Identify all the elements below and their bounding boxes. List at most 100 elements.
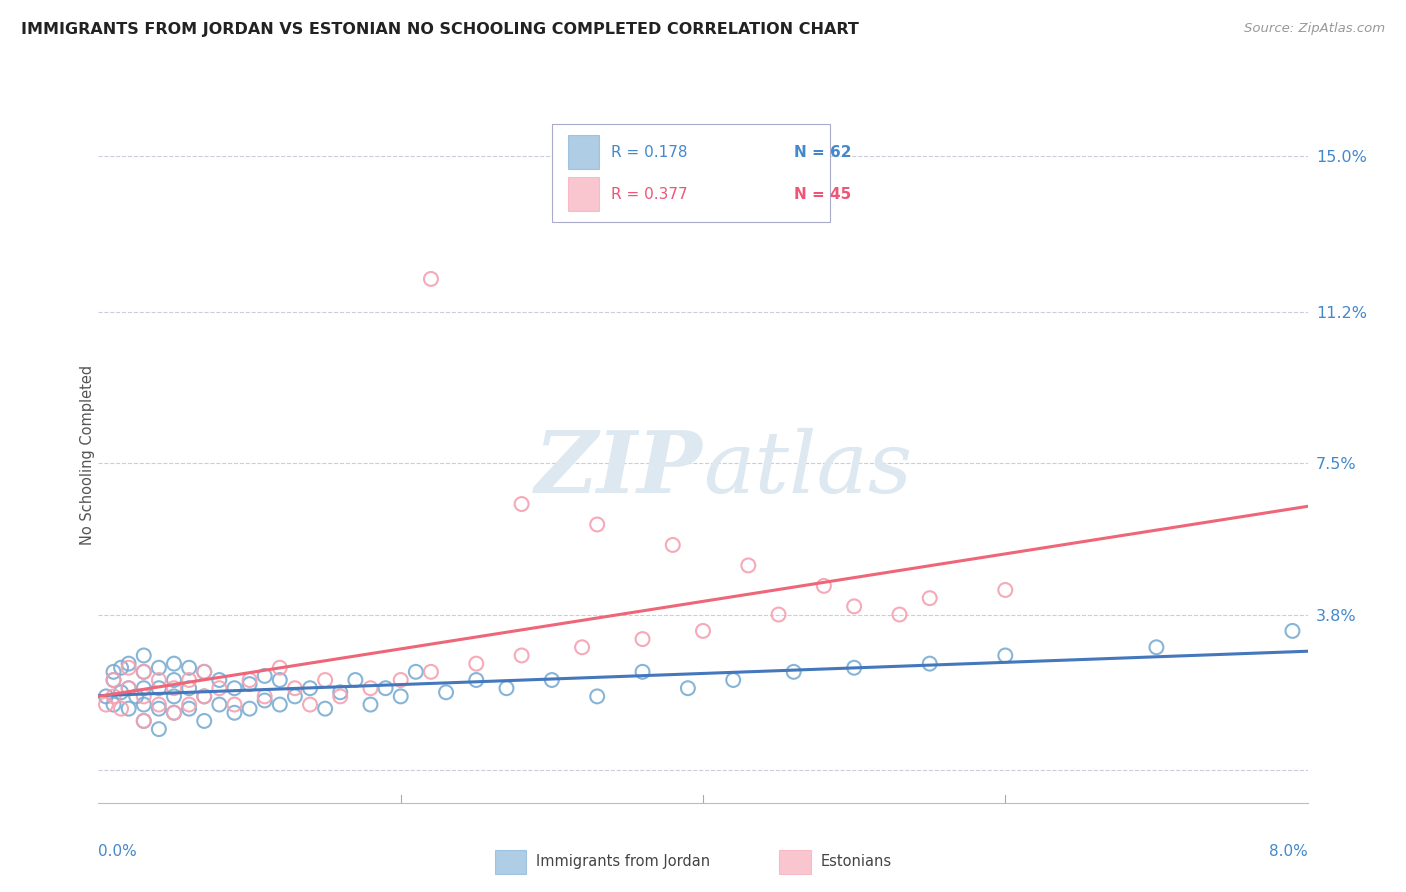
Point xyxy=(179,673,201,687)
Point xyxy=(783,665,806,679)
Point xyxy=(103,665,125,679)
Point xyxy=(193,690,215,704)
Text: 0.0%: 0.0% xyxy=(98,844,138,859)
Point xyxy=(586,517,609,532)
Point xyxy=(94,698,117,712)
Point xyxy=(813,579,835,593)
Point xyxy=(329,690,352,704)
Point xyxy=(94,690,117,704)
Point xyxy=(495,681,517,696)
Point xyxy=(918,591,941,606)
Point xyxy=(662,538,685,552)
Point xyxy=(179,661,201,675)
Point xyxy=(148,701,170,715)
FancyBboxPatch shape xyxy=(553,124,830,222)
Point xyxy=(132,714,155,728)
Point xyxy=(193,665,215,679)
Point xyxy=(344,673,367,687)
Point xyxy=(132,648,155,663)
Point xyxy=(631,632,654,646)
FancyBboxPatch shape xyxy=(568,136,599,169)
Point xyxy=(405,665,427,679)
Point xyxy=(118,681,141,696)
Point xyxy=(125,690,148,704)
Text: R = 0.377: R = 0.377 xyxy=(612,186,688,202)
Point xyxy=(179,681,201,696)
Point xyxy=(692,624,714,638)
Point xyxy=(389,673,412,687)
Point xyxy=(360,698,382,712)
Point xyxy=(208,698,231,712)
Text: atlas: atlas xyxy=(703,427,912,510)
Point xyxy=(148,722,170,736)
Point xyxy=(844,661,866,675)
Text: N = 45: N = 45 xyxy=(793,186,851,202)
Point xyxy=(329,685,352,699)
Point xyxy=(118,701,141,715)
Point xyxy=(132,665,155,679)
Point xyxy=(284,681,307,696)
Point xyxy=(420,272,443,286)
Point xyxy=(586,690,609,704)
Point xyxy=(148,661,170,675)
Point xyxy=(163,681,186,696)
Point xyxy=(465,657,488,671)
Point xyxy=(768,607,790,622)
Point xyxy=(163,690,186,704)
Point xyxy=(224,698,246,712)
Point xyxy=(103,673,125,687)
Point xyxy=(239,677,262,691)
Y-axis label: No Schooling Completed: No Schooling Completed xyxy=(80,365,94,545)
Point xyxy=(631,665,654,679)
Point xyxy=(148,673,170,687)
Point xyxy=(253,693,276,707)
Point xyxy=(918,657,941,671)
Text: Immigrants from Jordan: Immigrants from Jordan xyxy=(536,855,710,870)
Text: ZIP: ZIP xyxy=(536,427,703,510)
Point xyxy=(737,558,759,573)
Point xyxy=(239,673,262,687)
Point xyxy=(179,698,201,712)
Point xyxy=(110,701,132,715)
Point xyxy=(1146,640,1168,655)
Point xyxy=(163,657,186,671)
Point xyxy=(110,661,132,675)
Point xyxy=(374,681,396,696)
Text: IMMIGRANTS FROM JORDAN VS ESTONIAN NO SCHOOLING COMPLETED CORRELATION CHART: IMMIGRANTS FROM JORDAN VS ESTONIAN NO SC… xyxy=(21,22,859,37)
Point xyxy=(314,701,336,715)
Point xyxy=(253,690,276,704)
Point xyxy=(253,669,276,683)
Point xyxy=(510,648,533,663)
Point xyxy=(163,706,186,720)
Text: N = 62: N = 62 xyxy=(793,145,851,160)
Point xyxy=(269,661,291,675)
Point xyxy=(299,698,322,712)
Point xyxy=(844,599,866,614)
Point xyxy=(284,690,307,704)
Point xyxy=(193,714,215,728)
Point xyxy=(118,661,141,675)
FancyBboxPatch shape xyxy=(495,850,526,874)
Point xyxy=(110,685,132,699)
Point xyxy=(360,681,382,696)
Point xyxy=(420,665,443,679)
Point xyxy=(132,665,155,679)
Point xyxy=(676,681,699,696)
Point xyxy=(132,681,155,696)
Point xyxy=(239,701,262,715)
Point xyxy=(103,673,125,687)
Point xyxy=(208,673,231,687)
Point xyxy=(224,681,246,696)
Text: Estonians: Estonians xyxy=(820,855,891,870)
FancyBboxPatch shape xyxy=(568,177,599,211)
Point xyxy=(510,497,533,511)
Point xyxy=(148,681,170,696)
Point xyxy=(1281,624,1303,638)
FancyBboxPatch shape xyxy=(779,850,811,874)
Point xyxy=(193,690,215,704)
Point xyxy=(994,582,1017,597)
Point xyxy=(118,681,141,696)
Text: R = 0.178: R = 0.178 xyxy=(612,145,688,160)
Point xyxy=(889,607,911,622)
Text: 8.0%: 8.0% xyxy=(1268,844,1308,859)
